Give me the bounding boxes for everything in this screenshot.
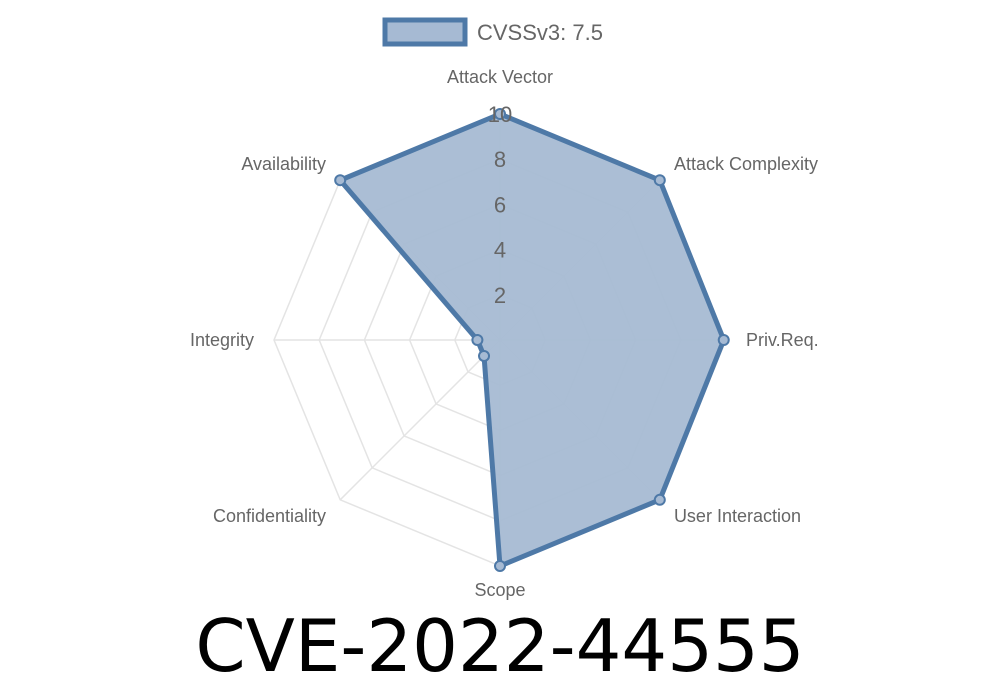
cve-title: CVE-2022-44555 (195, 604, 805, 688)
data-point (478, 349, 491, 362)
tick-label: 8 (494, 147, 506, 172)
grid-spoke (339, 339, 501, 501)
legend-swatch (382, 17, 468, 47)
tick-label: 10 (488, 102, 512, 127)
data-point (653, 174, 666, 187)
axis-label: Scope (474, 580, 525, 600)
axis-label: Priv.Req. (746, 330, 819, 350)
data-point (653, 493, 666, 506)
axis-label: Integrity (190, 330, 254, 350)
axis-label: Attack Complexity (674, 154, 818, 174)
axis-label: Attack Vector (447, 67, 553, 87)
axis-label: Availability (241, 154, 326, 174)
data-point (334, 174, 347, 187)
tick-label: 6 (494, 192, 506, 217)
axis-label: User Interaction (674, 506, 801, 526)
data-point (717, 334, 730, 346)
axis-label: Confidentiality (213, 506, 326, 526)
tick-label: 2 (494, 283, 506, 308)
data-point (471, 334, 484, 346)
data-point (494, 108, 506, 120)
legend-label: CVSSv3: 7.5 (477, 20, 603, 45)
tick-label: 4 (494, 238, 506, 263)
data-point (494, 560, 506, 572)
